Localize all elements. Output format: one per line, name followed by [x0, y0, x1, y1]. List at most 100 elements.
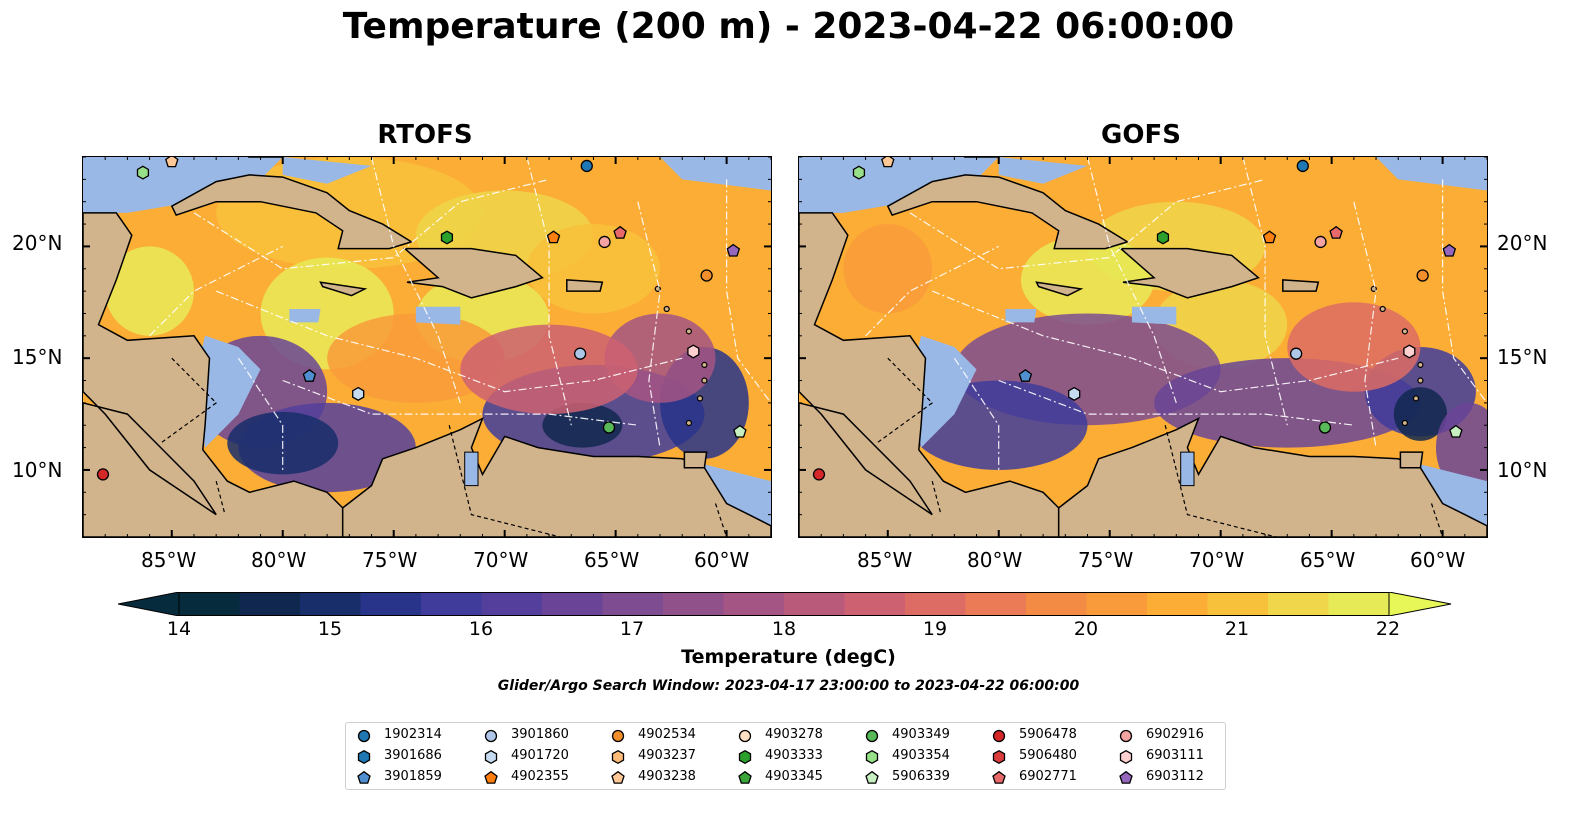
- legend-label: 6902771: [1019, 769, 1077, 784]
- country-border: [160, 357, 218, 444]
- temperature-patch: [1435, 402, 1487, 493]
- legend-marker-shape: [1119, 770, 1133, 784]
- island: [1401, 328, 1408, 335]
- float-marker: [1068, 386, 1081, 401]
- land-mass: [1118, 247, 1260, 299]
- colorbar-segment: [1147, 592, 1209, 616]
- legend-marker-circle: [484, 729, 498, 743]
- legend-marker-pentagon: [738, 770, 752, 784]
- colorbar-tick-17: 17: [619, 618, 645, 640]
- eez-boundary: [931, 290, 1399, 393]
- land-mass: [402, 247, 544, 299]
- eez-boundary: [998, 379, 1354, 426]
- legend-label: 4903333: [765, 748, 823, 763]
- island: [685, 419, 692, 427]
- legend-marker-shape: [738, 770, 752, 784]
- legend-label: 3901860: [511, 727, 569, 742]
- continental-shelf: [998, 157, 1088, 184]
- map-title-gofs: GOFS: [1101, 120, 1181, 150]
- eez-boundary: [726, 179, 771, 404]
- legend-marker-pentagon: [484, 770, 498, 784]
- colorbar-segment: [602, 592, 664, 616]
- legend-label: 5906480: [1019, 748, 1077, 763]
- colorbar-segment: [542, 592, 604, 616]
- search-window-note: Glider/Argo Search Window: 2023-04-17 23…: [497, 678, 1080, 694]
- country-border: [714, 503, 728, 537]
- float-marker: [881, 157, 895, 168]
- country-border: [876, 357, 934, 444]
- float-marker: [687, 344, 700, 359]
- lat-label-20n-right: 20°N: [1497, 231, 1548, 255]
- legend-label: 6902916: [1146, 727, 1204, 742]
- lon-label-80w-right: 80°W: [967, 548, 1023, 572]
- legend-marker-hexagon: [738, 749, 752, 765]
- float-marker: [1449, 424, 1463, 438]
- continental-shelf: [194, 335, 261, 448]
- island: [1370, 285, 1377, 292]
- lon-label-75w-right: 75°W: [1078, 548, 1134, 572]
- colorbar-segment: [965, 592, 1027, 616]
- legend-label: 4903349: [892, 727, 950, 742]
- float-marker: [726, 243, 741, 257]
- land-mass: [683, 451, 708, 469]
- legend-marker-hexagon: [357, 749, 371, 765]
- float-marker: [1018, 369, 1033, 382]
- legend-label: 4903354: [892, 748, 950, 763]
- legend-marker-shape: [484, 770, 498, 784]
- colorbar-segment: [481, 592, 543, 616]
- float-marker: [352, 386, 365, 401]
- colorbar-segment: [300, 592, 362, 616]
- land-mass: [1035, 281, 1084, 297]
- legend-label: 4903238: [638, 769, 696, 784]
- legend-marker-hexagon: [992, 749, 1006, 765]
- legend-marker-shape: [1119, 749, 1133, 765]
- eez-boundary: [193, 178, 550, 270]
- legend-marker-shape: [992, 770, 1006, 784]
- eez-boundary: [909, 178, 1266, 270]
- eez-boundary: [149, 245, 283, 337]
- legend-marker-circle: [611, 729, 625, 743]
- colorbar-label: Temperature (degC): [681, 646, 896, 668]
- colorbar-frame: [178, 592, 1390, 616]
- colorbar-tick-20: 20: [1073, 618, 1099, 640]
- lat-label-20n-left: 20°N: [12, 231, 63, 255]
- legend-marker-circle: [357, 729, 371, 743]
- legend-label: 1902314: [384, 727, 442, 742]
- temperature-map-gofs: [799, 157, 1487, 537]
- legend-marker-shape: [992, 749, 1006, 765]
- island: [696, 395, 704, 402]
- land-mass: [566, 279, 604, 292]
- legend-marker-hexagon: [484, 749, 498, 765]
- map-panel-rtofs: [82, 156, 772, 538]
- legend-marker-shape: [865, 729, 879, 743]
- float-marker: [812, 468, 826, 481]
- island: [1379, 305, 1386, 313]
- float-marker: [302, 369, 317, 382]
- legend-marker-circle: [1119, 729, 1133, 743]
- colorbar-under-arrow: [118, 592, 180, 616]
- float-marker: [852, 165, 866, 180]
- temperature-map-rtofs: [83, 157, 771, 537]
- colorbar-tick-18: 18: [771, 618, 797, 640]
- legend-marker-shape: [357, 729, 371, 743]
- lon-label-70w-right: 70°W: [1189, 548, 1245, 572]
- land-mass: [341, 416, 771, 537]
- temperature-patch: [1393, 387, 1448, 441]
- legend-label: 6903111: [1146, 748, 1204, 763]
- country-border: [1164, 425, 1277, 537]
- island: [1417, 377, 1424, 384]
- lake-maracaibo: [464, 451, 479, 487]
- island: [1401, 419, 1408, 427]
- float-marker: [1416, 269, 1429, 282]
- figure-title: Temperature (200 m) - 2023-04-22 06:00:0…: [342, 6, 1235, 47]
- legend-marker-circle: [992, 729, 1006, 743]
- eez-boundary: [1442, 179, 1487, 404]
- legend-marker-pentagon: [1119, 770, 1133, 784]
- map-panel-gofs: [798, 156, 1488, 538]
- legend-marker-hexagon: [865, 749, 879, 765]
- legend-marker-pentagon: [992, 770, 1006, 784]
- country-border: [215, 480, 226, 515]
- legend-marker-shape: [738, 729, 752, 743]
- continental-shelf: [799, 157, 999, 213]
- legend-label: 4902534: [638, 727, 696, 742]
